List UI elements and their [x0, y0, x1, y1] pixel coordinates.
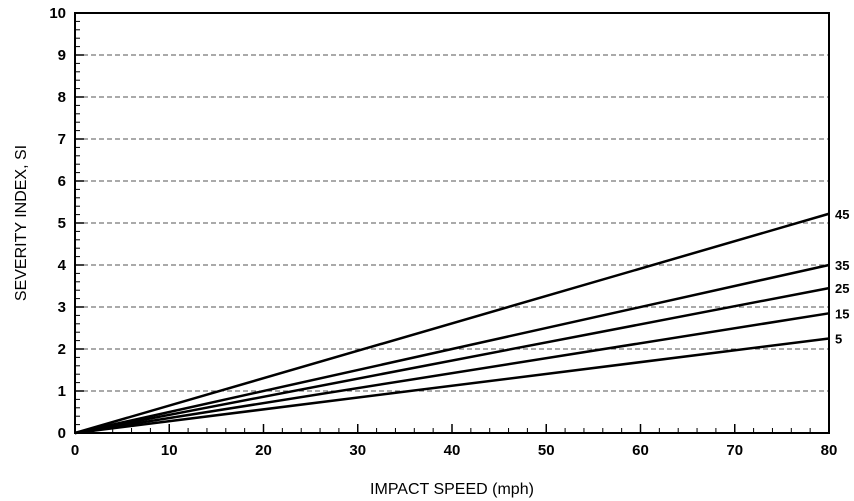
y-tick-label-10: 10 — [49, 5, 66, 22]
series-labels: 45 35 25 15 5 — [835, 207, 849, 347]
x-tick-label-40: 40 — [444, 442, 461, 459]
series-label-45: 45 — [835, 207, 849, 222]
series-line-45 — [74, 212, 830, 435]
x-tick-label-50: 50 — [538, 442, 555, 459]
series-lines — [74, 212, 830, 435]
x-axis-title: IMPACT SPEED (mph) — [370, 481, 534, 498]
series-line-35 — [74, 263, 830, 435]
y-tick-label-6: 6 — [58, 173, 66, 190]
plot-frame — [74, 12, 830, 434]
x-tick-label-70: 70 — [726, 442, 743, 459]
x-tick-label-60: 60 — [632, 442, 649, 459]
series-line-5 — [74, 337, 830, 435]
y-tick-label-5: 5 — [58, 215, 66, 232]
series-label-35: 35 — [835, 258, 849, 273]
y-tick-labels: 0 1 2 3 4 5 6 7 8 9 10 — [49, 5, 66, 442]
y-tick-label-2: 2 — [58, 341, 66, 358]
series-label-5: 5 — [835, 332, 842, 347]
x-tick-label-20: 20 — [255, 442, 272, 459]
y-tick-label-0: 0 — [58, 425, 66, 442]
y-tick-label-8: 8 — [58, 89, 66, 106]
series-line-25 — [74, 286, 830, 435]
y-axis-title: SEVERITY INDEX, SI — [13, 145, 30, 301]
x-tick-label-30: 30 — [349, 442, 366, 459]
y-tick-label-1: 1 — [58, 383, 66, 400]
x-tick-label-80: 80 — [821, 442, 838, 459]
y-tick-label-4: 4 — [58, 257, 67, 274]
grid-lines — [75, 54, 829, 392]
series-label-15: 15 — [835, 306, 849, 321]
y-tick-label-3: 3 — [58, 299, 66, 316]
series-line-15 — [74, 312, 830, 435]
y-tick-label-7: 7 — [58, 131, 66, 148]
x-tick-labels: 0 10 20 30 40 50 60 70 80 — [71, 442, 838, 459]
y-tick-label-9: 9 — [58, 47, 66, 64]
x-tick-label-0: 0 — [71, 442, 79, 459]
x-tick-label-10: 10 — [161, 442, 178, 459]
series-label-25: 25 — [835, 281, 849, 296]
